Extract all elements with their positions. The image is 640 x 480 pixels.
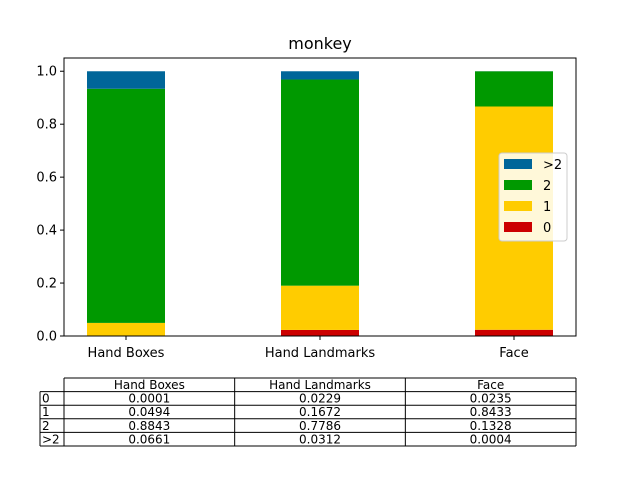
chart-title: monkey: [288, 34, 352, 53]
table-cell: 0.0229: [299, 392, 341, 406]
table-cell: 0.0661: [128, 432, 170, 446]
table-row-label: >2: [42, 432, 60, 446]
table-cell: 0.1328: [470, 419, 512, 433]
table-row-label: 0: [42, 392, 50, 406]
table-cell: 0.0235: [470, 392, 512, 406]
table-cell: 0.1672: [299, 405, 341, 419]
table-row-label: 2: [42, 419, 50, 433]
bar-segment: [281, 329, 359, 336]
table-cell: 0.0312: [299, 432, 341, 446]
x-tick-label: Face: [499, 346, 528, 361]
y-tick-label: 0.6: [36, 171, 57, 186]
legend-swatch: [504, 159, 532, 169]
bar-segment: [281, 71, 359, 80]
table-cell: 0.8843: [128, 419, 170, 433]
table-cell: 0.7786: [299, 419, 341, 433]
table-cell: 0.0004: [470, 432, 512, 446]
legend-box: [498, 152, 568, 242]
data-table: Hand Boxes Hand Landmarks Face 0 0.0001 0.022…: [39, 377, 577, 447]
legend-label: 2: [543, 179, 551, 194]
x-tick-label: Hand Boxes: [88, 346, 165, 361]
bar-segment: [475, 329, 553, 336]
legend-swatch: [504, 180, 532, 190]
table-cell: 0.0494: [128, 405, 170, 419]
legend-swatch: [504, 222, 532, 232]
y-tick-label: 1.0: [36, 65, 57, 80]
bars-layer: [87, 71, 553, 336]
legend-swatch: [504, 201, 532, 211]
bar-segment: [87, 322, 165, 336]
y-tick-label: 0.2: [36, 277, 57, 292]
table-header-cell: Hand Boxes: [114, 378, 185, 392]
legend-label: 1: [543, 200, 551, 215]
bar-segment: [281, 285, 359, 330]
bar-segment: [87, 71, 165, 89]
table-header-cell: Hand Landmarks: [269, 378, 371, 392]
y-tick-label: 0.8: [36, 118, 57, 133]
bar-segment: [281, 79, 359, 286]
table-cell: 0.0001: [128, 392, 170, 406]
x-tick-label: Hand Landmarks: [265, 346, 376, 361]
legend-label: 0: [543, 221, 551, 236]
bar-segment: [475, 71, 553, 107]
table-cell: 0.8433: [470, 405, 512, 419]
legend: >2 2 1 0: [498, 152, 568, 242]
y-tick-label: 0.0: [36, 330, 57, 345]
legend-label: >2: [543, 158, 562, 173]
axis-layer: 0.0 0.2 0.4 0.6 0.8 1.0 Hand Boxes Hand Landmar…: [36, 65, 528, 361]
y-tick-label: 0.4: [36, 224, 57, 239]
table-header-cell: Face: [477, 378, 504, 392]
table-row-label: 1: [42, 405, 50, 419]
bar-segment: [87, 88, 165, 323]
